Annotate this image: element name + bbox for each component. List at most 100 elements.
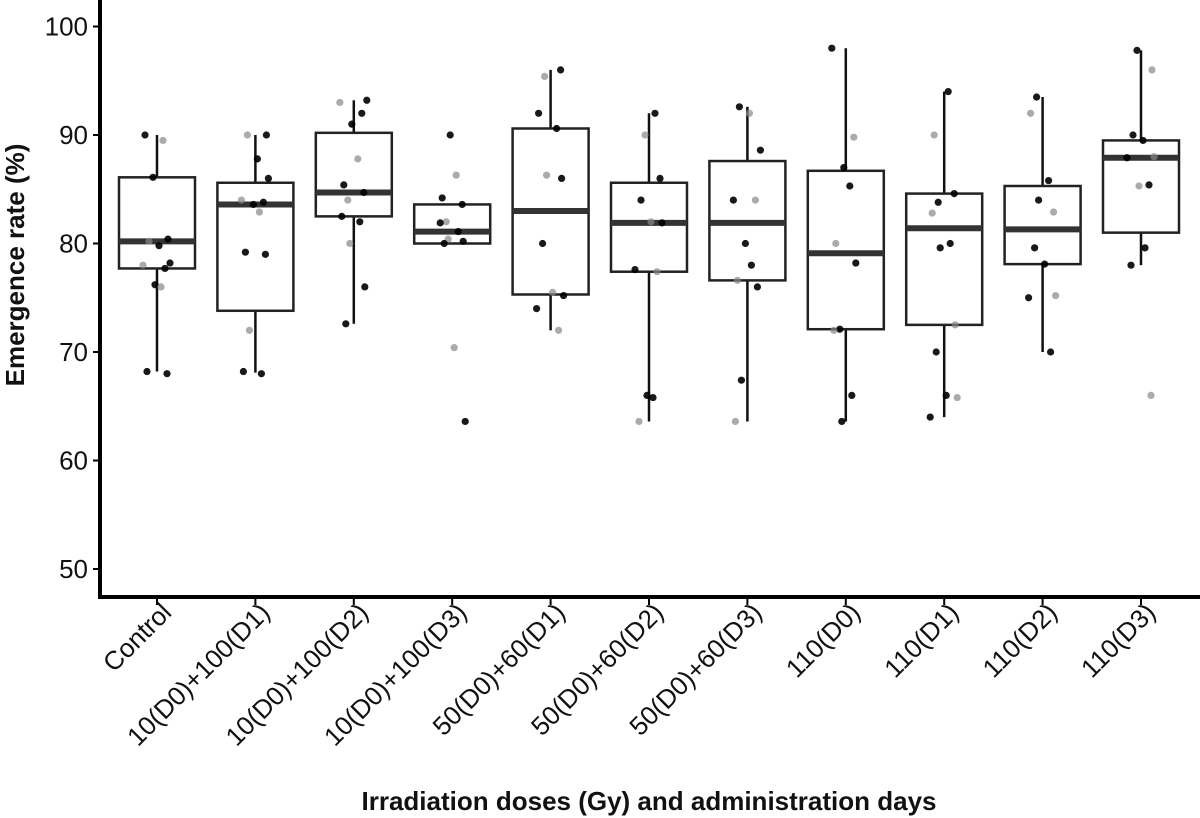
x-tick-label: 110(D0): [780, 597, 866, 683]
data-point: [942, 391, 950, 399]
box: [412, 203, 492, 245]
data-point: [543, 171, 551, 179]
data-point: [637, 196, 645, 204]
data-point: [557, 66, 565, 74]
data-point: [159, 136, 167, 145]
boxplot-series: [117, 44, 1181, 426]
data-point: [651, 109, 659, 117]
data-point: [338, 212, 346, 220]
data-point: [751, 196, 760, 204]
data-point: [1139, 136, 1147, 145]
data-point: [745, 109, 754, 117]
data-point: [656, 174, 664, 182]
data-point: [257, 370, 265, 378]
data-point: [653, 268, 661, 276]
data-point: [832, 239, 840, 248]
data-point: [360, 188, 368, 197]
data-point: [1047, 348, 1055, 356]
data-point: [647, 218, 655, 226]
data-point: [850, 133, 858, 141]
data-point: [741, 239, 750, 248]
data-point: [249, 200, 257, 209]
x-tick-label: 110(D2): [977, 597, 1063, 683]
data-point: [459, 237, 467, 245]
data-point: [143, 367, 151, 376]
y-axis-ticks: 50 60 70 80 90 100: [45, 12, 100, 584]
data-point: [239, 367, 247, 376]
data-point: [828, 44, 836, 52]
data-point: [928, 209, 936, 217]
data-point: [1150, 153, 1158, 161]
data-point: [450, 344, 458, 352]
data-point: [454, 227, 462, 236]
data-point: [262, 131, 270, 139]
data-point: [658, 219, 666, 227]
data-point: [733, 276, 742, 284]
x-axis-title: Irradiation doses (Gy) and administratio…: [361, 786, 936, 816]
data-point: [155, 242, 163, 250]
data-point: [452, 171, 460, 179]
data-point: [241, 248, 249, 256]
data-point: [157, 283, 165, 291]
data-point: [553, 124, 561, 133]
data-point: [259, 198, 267, 206]
data-point: [145, 237, 153, 245]
data-point: [1141, 244, 1149, 252]
data-point: [747, 261, 756, 269]
data-point: [830, 326, 838, 334]
data-point: [836, 325, 844, 333]
data-point: [1035, 196, 1043, 204]
data-point: [953, 393, 961, 402]
data-point: [361, 283, 369, 291]
data-point: [643, 391, 651, 399]
data-point: [164, 235, 172, 243]
data-point: [461, 417, 469, 426]
data-point: [255, 208, 263, 216]
data-point: [245, 326, 253, 334]
data-point: [848, 391, 856, 399]
data-point: [1025, 294, 1033, 302]
box: [216, 181, 295, 313]
x-axis-ticks: Control10(D0)+100(D1)10(D0)+100(D2)10(D0…: [97, 597, 1161, 752]
data-point: [555, 326, 563, 334]
data-point: [946, 239, 954, 248]
data-point: [344, 196, 352, 204]
data-point: [838, 417, 846, 426]
data-point: [930, 131, 938, 139]
data-point: [1127, 261, 1135, 269]
data-point: [926, 413, 934, 421]
data-point: [446, 131, 454, 139]
data-point: [141, 131, 149, 139]
data-point: [139, 261, 147, 269]
data-point: [846, 182, 854, 190]
data-point: [161, 264, 169, 273]
box: [609, 181, 689, 273]
data-point: [346, 239, 354, 248]
data-point: [1133, 46, 1141, 54]
data-point: [348, 120, 356, 128]
data-point: [163, 370, 171, 378]
data-point: [934, 198, 942, 206]
data-point: [1050, 208, 1058, 216]
data-point: [951, 321, 959, 329]
data-point: [253, 155, 261, 163]
data-point: [944, 88, 952, 96]
data-point: [438, 194, 446, 202]
x-tick-label: 110(D3): [1075, 597, 1161, 683]
x-tick-label: Control: [97, 597, 177, 677]
data-point: [1123, 154, 1131, 162]
data-point: [358, 109, 366, 117]
data-point: [932, 348, 940, 356]
y-tick-label: 70: [59, 337, 88, 367]
data-point: [356, 218, 364, 226]
data-point: [1145, 181, 1153, 189]
data-point: [458, 200, 466, 209]
data-point: [336, 98, 344, 107]
data-point: [354, 155, 362, 163]
y-axis-title: Emergence rate (%): [0, 144, 30, 387]
data-point: [729, 196, 738, 204]
data-point: [950, 189, 958, 198]
data-point: [535, 109, 543, 117]
y-tick-label: 90: [59, 120, 88, 150]
data-point: [436, 219, 444, 227]
